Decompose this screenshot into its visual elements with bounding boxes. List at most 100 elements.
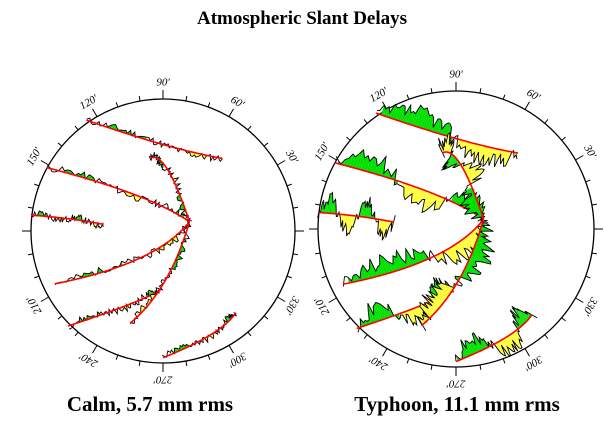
azimuth-tick <box>207 354 211 360</box>
residual-fill <box>511 306 528 321</box>
residual-fill <box>393 255 401 271</box>
residual-fill <box>429 117 434 132</box>
residual-fill <box>405 185 413 200</box>
azimuth-tick <box>575 155 584 161</box>
residual-fill <box>503 150 507 167</box>
residual-fill <box>464 203 479 209</box>
residual-fill <box>494 148 499 167</box>
residual-fill <box>434 195 440 211</box>
residual-fill <box>449 141 454 153</box>
residual-fill <box>466 341 475 355</box>
residual-fill <box>416 189 424 205</box>
residual-fill <box>425 294 442 307</box>
azimuth-tick <box>277 160 286 166</box>
horizon-circle <box>30 98 296 364</box>
residual-fill <box>465 340 472 356</box>
residual-fill <box>510 310 524 325</box>
residual-fill <box>431 194 438 206</box>
residual-fill <box>474 244 495 253</box>
residual-fill <box>416 251 423 263</box>
residual-fill <box>326 202 329 214</box>
residual-fill <box>460 197 477 206</box>
residual-fill <box>210 334 214 339</box>
residual-fill <box>412 308 418 317</box>
azimuth-tick <box>502 94 506 100</box>
azimuth-tick <box>228 108 234 117</box>
residual-fill <box>361 155 369 171</box>
residual-fill <box>419 252 425 262</box>
residual-fill <box>475 242 495 253</box>
residual-fill <box>510 334 521 349</box>
residual-fill <box>158 161 163 166</box>
residual-fill <box>226 316 231 321</box>
residual-fill <box>511 306 529 321</box>
residual-fill <box>411 187 420 203</box>
residual-fill <box>382 220 387 241</box>
residual-fill <box>451 192 458 203</box>
residual-fill <box>382 169 388 177</box>
residual-fill <box>515 312 526 323</box>
residual-fill <box>360 202 364 217</box>
residual-fill <box>440 124 446 135</box>
azimuth-tick <box>207 102 211 108</box>
residual-fill <box>375 162 382 175</box>
residual-fill <box>456 139 461 148</box>
residual-fill <box>403 311 408 324</box>
azimuth-tick <box>115 102 119 108</box>
azimuth-tick <box>115 354 119 360</box>
residual-fill <box>385 308 391 318</box>
residual-fill <box>454 243 468 260</box>
azimuth-tick <box>57 315 63 320</box>
residual-fill <box>377 219 381 235</box>
azimuth-tick <box>321 275 327 279</box>
residual-fill <box>148 290 152 296</box>
model-delay-line <box>375 112 519 154</box>
residual-fill <box>518 315 526 324</box>
residual-fill <box>363 201 366 218</box>
azimuth-tick <box>277 296 286 302</box>
residual-fill <box>461 190 474 196</box>
residual-fill <box>513 332 520 342</box>
azimuth-tick <box>561 136 566 141</box>
residual-fill <box>359 202 363 217</box>
residual-fill <box>428 291 445 303</box>
azimuth-tick <box>57 142 63 147</box>
residual-fill <box>471 143 475 156</box>
residual-fill <box>436 287 450 297</box>
residual-fill <box>329 192 333 214</box>
residual-fill <box>405 256 410 268</box>
azimuth-tick <box>74 331 79 337</box>
residual-fill <box>358 149 365 170</box>
residual-fill <box>423 111 430 130</box>
residual-fill <box>381 220 385 234</box>
residual-fill <box>349 154 356 168</box>
residual-fill <box>452 192 458 203</box>
residual-fill <box>446 248 457 265</box>
residual-fill <box>351 275 355 283</box>
residual-fill <box>413 249 419 264</box>
azimuth-label: 210' <box>312 295 332 318</box>
residual-fill <box>436 197 444 210</box>
residual-fill <box>325 202 328 213</box>
model-delay-line <box>342 218 485 285</box>
azimuth-tick <box>92 108 98 117</box>
azimuth-label: 210' <box>24 294 44 317</box>
residual-fill <box>419 302 434 315</box>
residual-fill <box>451 245 461 263</box>
azimuth-label: 30' <box>283 147 301 166</box>
residual-fill <box>369 204 372 218</box>
azimuth-tick <box>382 348 388 357</box>
azimuth-tick <box>34 275 40 279</box>
residual-fill <box>387 304 393 317</box>
residual-fill <box>386 260 393 273</box>
azimuth-label: 330' <box>580 294 601 318</box>
azimuth-label: 240' <box>77 349 100 369</box>
azimuth-tick <box>406 358 410 364</box>
residual-fill <box>467 169 485 179</box>
residual-fill <box>382 306 389 319</box>
residual-fill <box>382 220 386 241</box>
residual-fill <box>482 338 488 349</box>
residual-fill <box>446 133 450 153</box>
model-delay-line <box>129 221 191 324</box>
